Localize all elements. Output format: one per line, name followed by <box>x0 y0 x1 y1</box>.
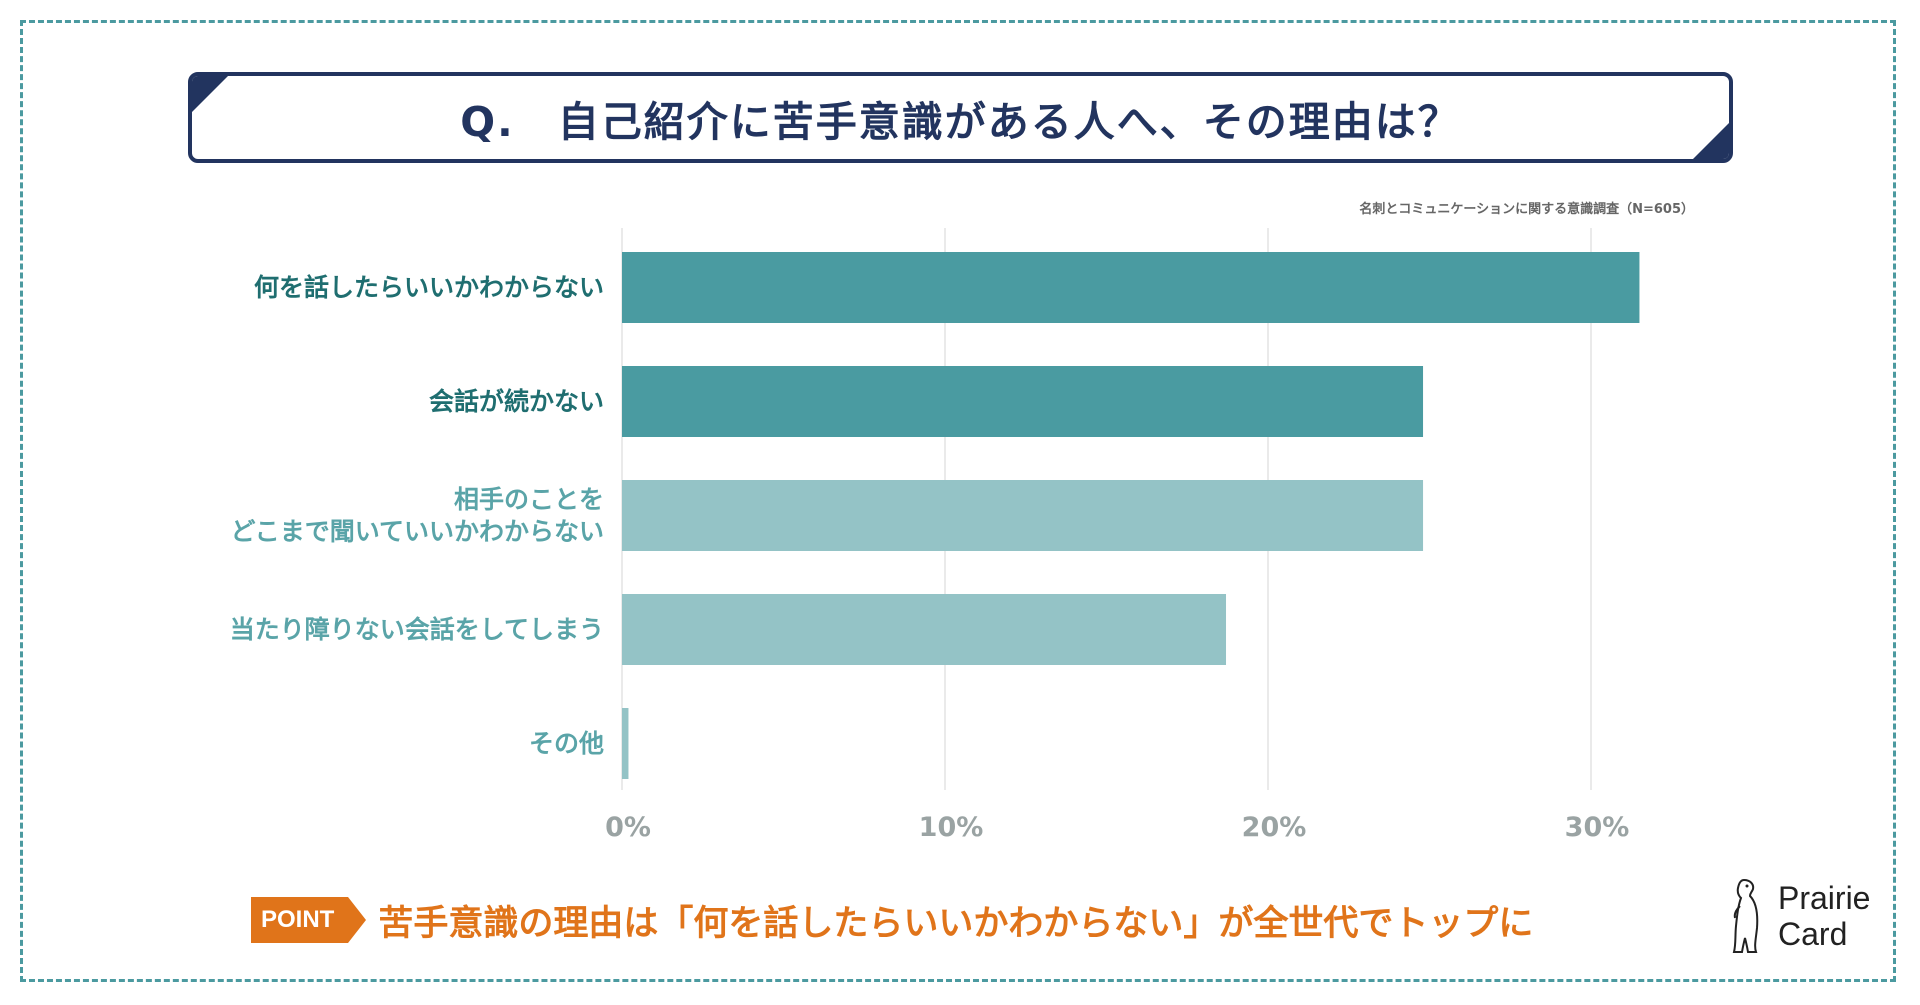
category-label: 相手のことを どこまで聞いていいかわからない <box>230 484 604 546</box>
survey-source: 名刺とコミュニケーションに関する意識調査（N=605） <box>1359 202 1694 217</box>
x-tick-label: 10% <box>919 812 984 843</box>
category-label: 会話が続かない <box>428 386 604 416</box>
bar <box>622 708 629 779</box>
bar-chart: 0% 10% 20% 30% <box>605 228 1640 843</box>
logo-line1: Prairie <box>1778 880 1871 916</box>
meerkat-icon <box>1732 878 1759 953</box>
bar <box>622 366 1424 437</box>
point-callout: POINT 苦手意識の理由は「何を話したらいいかわからない」が全世代でトップに <box>251 897 1534 944</box>
question-title: Q. 自己紹介に苦手意識がある人へ、その理由は？ <box>460 97 1461 146</box>
bar <box>622 480 1424 551</box>
x-tick-label: 30% <box>1565 812 1630 843</box>
category-label: 何を話したらいいかわからない <box>253 272 604 302</box>
category-label: 当たり障りない会話をしてしまう <box>229 614 604 644</box>
point-badge: POINT <box>251 897 367 943</box>
x-tick-label: 0% <box>605 812 651 843</box>
category-label: その他 <box>528 728 604 758</box>
bar <box>622 594 1227 665</box>
title-corner-decoration <box>1691 121 1729 159</box>
prairie-card-logo: Prairie Card <box>1726 876 1870 956</box>
point-text: 苦手意識の理由は「何を話したらいいかわからない」が全世代でトップに <box>378 903 1534 944</box>
bar <box>622 252 1640 323</box>
logo-line2: Card <box>1778 916 1848 952</box>
title-corner-decoration <box>192 76 230 114</box>
dashed-frame <box>20 20 1896 982</box>
x-tick-label: 20% <box>1242 812 1307 843</box>
question-title-box: Q. 自己紹介に苦手意識がある人へ、その理由は？ <box>188 72 1733 163</box>
